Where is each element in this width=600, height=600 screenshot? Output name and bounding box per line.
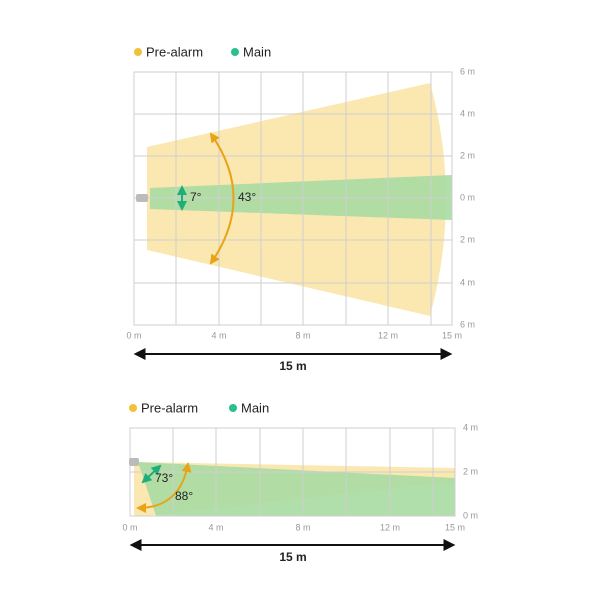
x-label: 0 m — [126, 330, 141, 340]
y-label: 4 m — [460, 108, 475, 118]
main-angle: 7° — [190, 190, 202, 204]
y-label: 2 m — [460, 234, 475, 244]
pre-alarm-angle: 43° — [238, 190, 256, 204]
y-label: 4 m — [460, 277, 475, 287]
x-label: 12 m — [380, 522, 400, 532]
sensor — [136, 194, 148, 202]
legend-dot — [129, 404, 137, 412]
legend-label: Pre-alarm — [141, 400, 198, 415]
pre-alarm-angle: 88° — [175, 489, 193, 503]
y-label: 2 m — [460, 150, 475, 160]
pre-alarm-angle-arrow — [136, 462, 192, 513]
legend-dot — [231, 48, 239, 56]
y-label: 2 m — [463, 466, 478, 476]
x-label: 15 m — [445, 522, 465, 532]
y-label: 4 m — [463, 422, 478, 432]
x-label: 12 m — [378, 330, 398, 340]
y-label: 6 m — [460, 319, 475, 329]
panel-bottom: Pre-alarm Main 73° 88° 4 m 2 m 0 m 0 m 4… — [122, 400, 478, 564]
legend-label: Pre-alarm — [146, 44, 203, 59]
sensor — [129, 458, 139, 466]
x-label: 4 m — [208, 522, 223, 532]
main-zone — [138, 462, 455, 516]
x-label: 0 m — [122, 522, 137, 532]
x-label: 4 m — [211, 330, 226, 340]
pre-alarm-angle-arrow — [209, 132, 235, 265]
legend-dot — [229, 404, 237, 412]
distance-label: 15 m — [279, 550, 306, 564]
panel-top: Pre-alarm Main 7° 43° 6 m 4 m 2 m 0 m 2 … — [126, 44, 475, 373]
y-label: 6 m — [460, 66, 475, 76]
y-label: 0 m — [463, 510, 478, 520]
main-angle: 73° — [155, 471, 173, 485]
x-label: 15 m — [442, 330, 462, 340]
x-label: 8 m — [295, 522, 310, 532]
x-label: 8 m — [295, 330, 310, 340]
distance-label: 15 m — [279, 359, 306, 373]
legend-label: Main — [243, 44, 271, 59]
legend-dot — [134, 48, 142, 56]
legend-label: Main — [241, 400, 269, 415]
grid — [133, 71, 453, 326]
y-label: 0 m — [460, 192, 475, 202]
